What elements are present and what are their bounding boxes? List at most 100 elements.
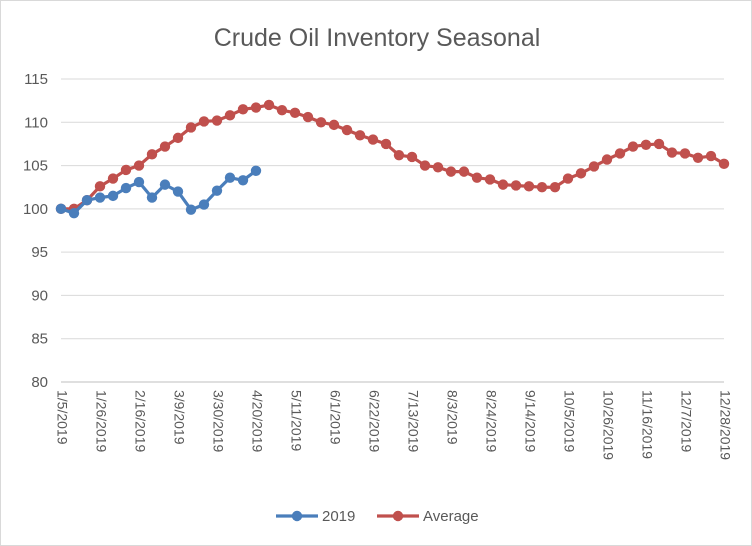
x-tick-label: 10/5/2019 — [561, 390, 577, 452]
x-tick-label: 6/1/2019 — [327, 390, 343, 445]
data-point — [172, 132, 184, 144]
data-point — [263, 99, 275, 111]
x-tick-label: 1/26/2019 — [93, 390, 109, 452]
data-point — [627, 141, 639, 152]
data-point — [445, 166, 457, 177]
data-point — [159, 179, 171, 190]
data-point — [341, 124, 353, 136]
x-tick-label: 12/28/2019 — [717, 390, 733, 460]
data-point — [666, 147, 678, 158]
data-point — [575, 168, 587, 179]
data-point — [458, 166, 470, 177]
data-point — [120, 164, 132, 176]
data-point — [81, 195, 93, 206]
data-point — [705, 150, 717, 162]
data-point — [94, 192, 106, 203]
data-point — [133, 176, 145, 188]
series-line — [61, 103, 725, 211]
gridlines — [61, 78, 724, 383]
data-point — [185, 122, 197, 133]
legend-marker — [291, 510, 303, 522]
data-point — [484, 174, 496, 185]
data-point — [640, 139, 652, 150]
data-point — [276, 104, 288, 116]
data-point — [679, 148, 691, 159]
data-point — [211, 185, 223, 196]
data-point — [289, 107, 301, 118]
x-tick-label: 4/20/2019 — [249, 390, 265, 452]
x-tick-label: 2/16/2019 — [132, 390, 148, 452]
legend-label: 2019 — [322, 508, 355, 525]
data-point — [68, 207, 80, 219]
data-point — [692, 152, 704, 163]
legend-marker — [392, 510, 404, 522]
data-point — [159, 141, 171, 152]
data-point — [250, 102, 262, 113]
data-point — [588, 161, 600, 172]
data-point — [224, 172, 236, 183]
data-point — [419, 160, 431, 171]
data-point — [315, 117, 327, 128]
legend-label: Average — [423, 508, 479, 525]
data-point — [250, 165, 262, 176]
data-point — [94, 181, 106, 192]
y-tick-label: 100 — [23, 201, 48, 218]
data-point — [146, 192, 158, 203]
data-point — [224, 110, 236, 121]
x-tick-label: 9/14/2019 — [522, 390, 538, 452]
x-tick-label: 10/26/2019 — [600, 390, 616, 460]
series-lines — [55, 99, 730, 219]
data-point — [614, 148, 626, 159]
data-point — [562, 173, 574, 184]
data-point — [354, 130, 366, 141]
x-tick-label: 3/9/2019 — [171, 390, 187, 445]
y-tick-label: 115 — [24, 71, 48, 88]
data-point — [328, 119, 340, 131]
series-2019 — [55, 165, 262, 219]
x-tick-label: 12/7/2019 — [678, 390, 694, 452]
data-point — [471, 172, 483, 183]
data-point — [380, 138, 392, 150]
data-point — [198, 199, 210, 210]
chart-title: Crude Oil Inventory Seasonal — [214, 24, 541, 52]
x-tick-label: 1/5/2019 — [54, 390, 70, 445]
data-point — [146, 149, 158, 160]
data-point — [185, 204, 197, 215]
x-tick-label: 8/24/2019 — [483, 390, 499, 452]
x-tick-label: 6/22/2019 — [366, 390, 382, 452]
data-point — [107, 173, 119, 184]
legend: 2019 Average — [276, 508, 479, 525]
data-point — [653, 138, 665, 150]
axes: 80 85 90 95 100 105 110 115 1/5/2019 1/26/2019 2/1… — [23, 71, 733, 460]
y-tick-label: 95 — [31, 244, 48, 261]
data-point — [120, 182, 132, 194]
y-tick-label: 105 — [23, 158, 48, 175]
y-tick-label: 110 — [24, 114, 48, 131]
legend-item: Average — [377, 508, 479, 525]
data-point — [107, 190, 119, 202]
x-tick-label: 5/11/2019 — [288, 390, 304, 451]
data-point — [172, 186, 184, 197]
x-tick-label: 3/30/2019 — [210, 390, 226, 452]
x-tick-label: 8/3/2019 — [444, 390, 460, 445]
data-point — [302, 111, 314, 123]
data-point — [237, 175, 249, 186]
data-point — [133, 160, 145, 171]
data-point — [211, 115, 223, 126]
data-point — [432, 162, 444, 173]
data-point — [237, 104, 249, 115]
x-tick-label: 7/13/2019 — [405, 390, 421, 452]
data-point — [55, 203, 67, 215]
data-point — [393, 149, 405, 161]
data-point — [510, 180, 522, 191]
data-point — [406, 151, 418, 163]
data-point — [367, 134, 379, 145]
y-tick-label: 80 — [31, 374, 48, 391]
y-tick-label: 85 — [31, 331, 48, 348]
data-point — [601, 154, 613, 165]
data-point — [536, 182, 548, 193]
data-point — [198, 116, 210, 127]
data-point — [718, 158, 730, 170]
